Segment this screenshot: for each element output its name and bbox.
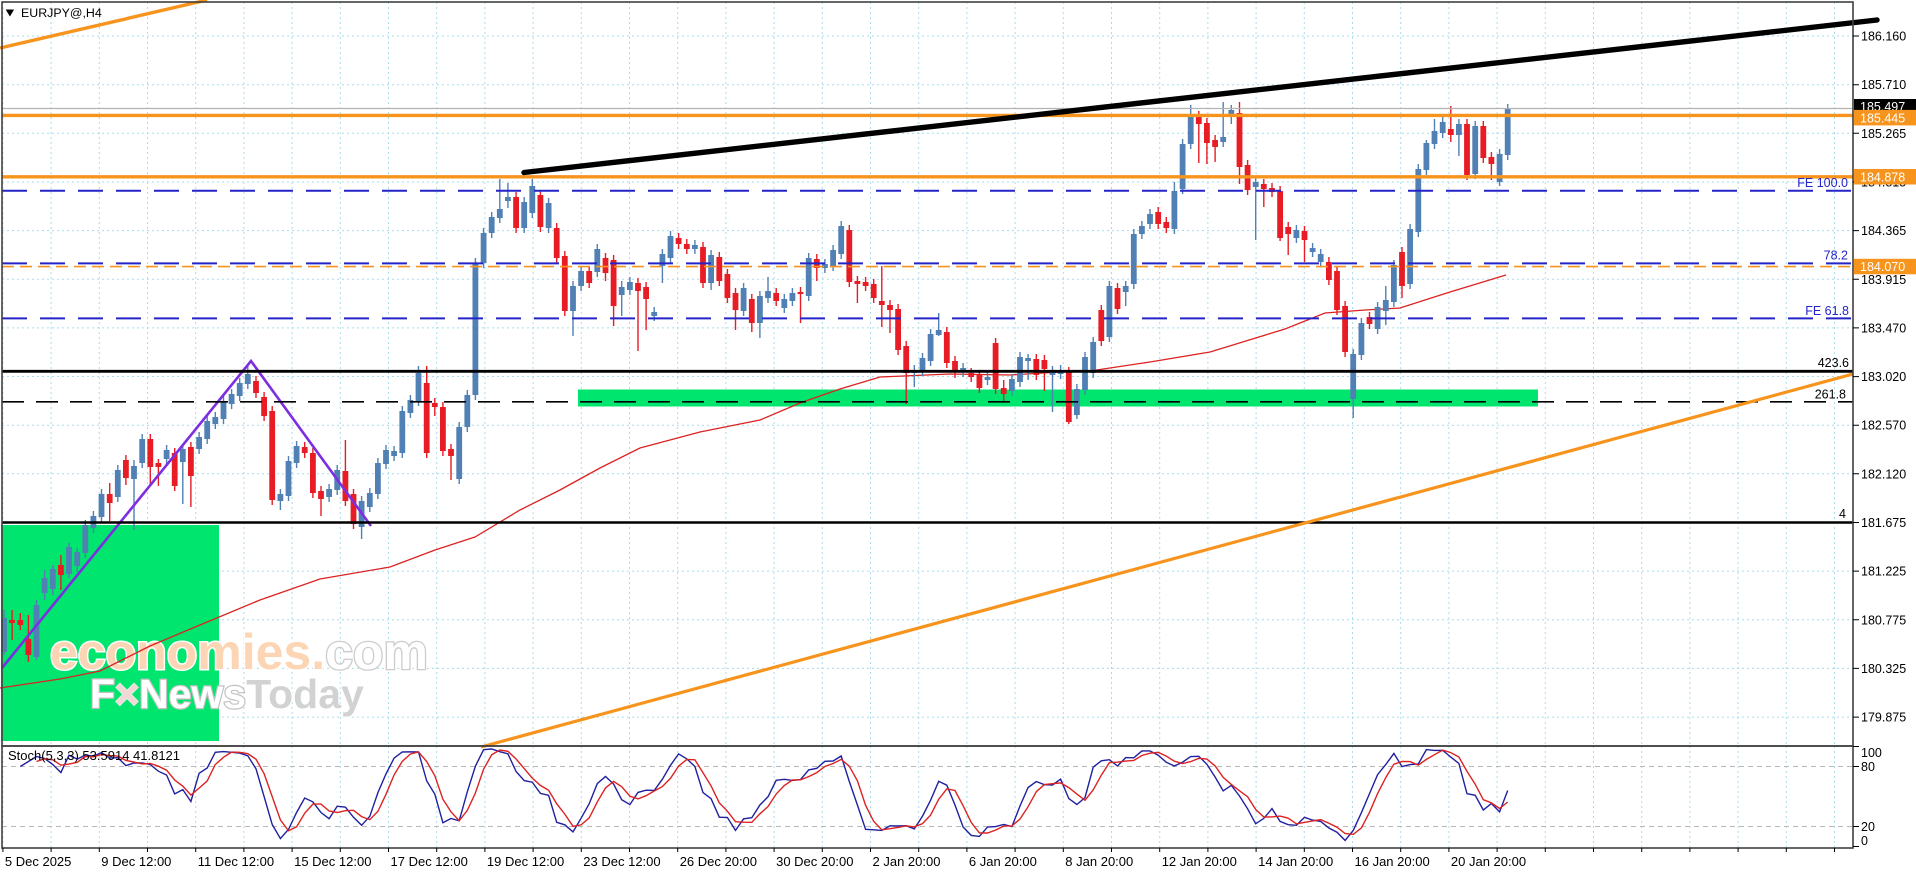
svg-text:11 Dec 12:00: 11 Dec 12:00	[198, 854, 274, 869]
svg-text:EURJPY@,H4: EURJPY@,H4	[21, 6, 102, 20]
svg-text:182.570: 182.570	[1861, 419, 1906, 433]
svg-text:423.6: 423.6	[1818, 356, 1849, 370]
svg-text:78.2: 78.2	[1824, 249, 1848, 263]
svg-text:185.710: 185.710	[1861, 78, 1906, 92]
svg-text:184.070: 184.070	[1860, 260, 1905, 274]
svg-text:180.325: 180.325	[1861, 662, 1906, 676]
svg-text:Stoch(5,3,3) 53.5914 41.8121: Stoch(5,3,3) 53.5914 41.8121	[8, 748, 180, 763]
svg-text:F×NewsToday: F×NewsToday	[90, 671, 364, 717]
svg-text:12 Jan 20:00: 12 Jan 20:00	[1162, 854, 1237, 869]
svg-text:23 Dec 12:00: 23 Dec 12:00	[583, 854, 660, 869]
svg-text:182.120: 182.120	[1861, 467, 1906, 481]
svg-text:17 Dec 12:00: 17 Dec 12:00	[391, 854, 468, 869]
svg-text:30 Dec 20:00: 30 Dec 20:00	[776, 854, 853, 869]
svg-text:5 Dec 2025: 5 Dec 2025	[5, 854, 72, 869]
svg-text:80: 80	[1861, 760, 1875, 774]
svg-text:14 Jan 20:00: 14 Jan 20:00	[1258, 854, 1333, 869]
svg-text:15 Dec 12:00: 15 Dec 12:00	[294, 854, 371, 869]
svg-text:184.878: 184.878	[1860, 171, 1905, 185]
svg-text:26 Dec 20:00: 26 Dec 20:00	[680, 854, 757, 869]
svg-text:FE 61.8: FE 61.8	[1805, 304, 1849, 318]
svg-text:4: 4	[1839, 507, 1846, 521]
svg-text:185.445: 185.445	[1860, 111, 1905, 125]
svg-text:179.875: 179.875	[1861, 711, 1906, 725]
svg-text:FE 100.0: FE 100.0	[1797, 176, 1848, 190]
svg-text:183.470: 183.470	[1861, 321, 1906, 335]
svg-text:16 Jan 20:00: 16 Jan 20:00	[1355, 854, 1430, 869]
svg-text:184.365: 184.365	[1861, 224, 1906, 238]
svg-text:181.225: 181.225	[1861, 565, 1906, 579]
svg-text:8 Jan 20:00: 8 Jan 20:00	[1065, 854, 1133, 869]
svg-text:181.675: 181.675	[1861, 516, 1906, 530]
svg-text:2 Jan 20:00: 2 Jan 20:00	[873, 854, 941, 869]
svg-text:180.775: 180.775	[1861, 613, 1906, 627]
svg-text:185.265: 185.265	[1861, 127, 1906, 141]
svg-text:economies.com: economies.com	[50, 624, 428, 680]
svg-text:261.8: 261.8	[1815, 388, 1846, 402]
svg-text:20: 20	[1861, 820, 1875, 834]
svg-text:0: 0	[1861, 834, 1868, 848]
svg-text:183.020: 183.020	[1861, 370, 1906, 384]
svg-text:186.160: 186.160	[1861, 30, 1906, 44]
svg-text:183.915: 183.915	[1861, 273, 1906, 287]
svg-text:19 Dec 12:00: 19 Dec 12:00	[487, 854, 564, 869]
svg-text:20 Jan 20:00: 20 Jan 20:00	[1451, 854, 1526, 869]
svg-text:9 Dec 12:00: 9 Dec 12:00	[101, 854, 171, 869]
svg-text:6 Jan 20:00: 6 Jan 20:00	[969, 854, 1037, 869]
svg-text:100: 100	[1861, 746, 1882, 760]
